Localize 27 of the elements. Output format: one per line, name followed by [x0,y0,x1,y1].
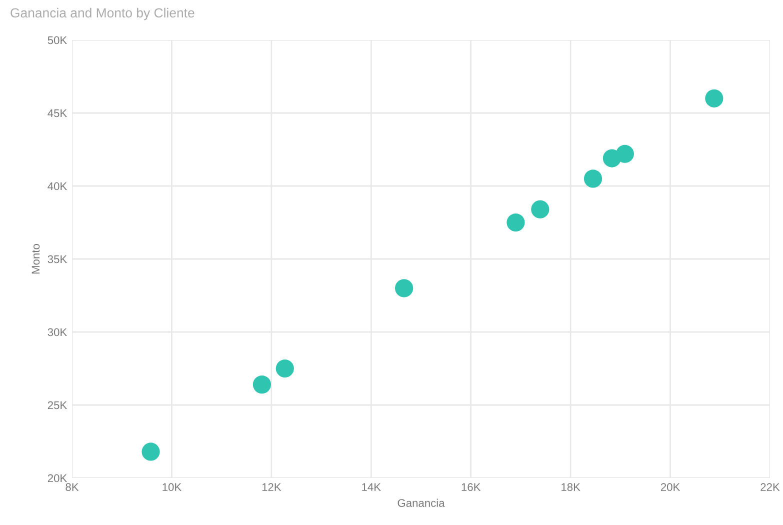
point [584,170,602,188]
y-tick-label: 45K [48,109,68,118]
chart-title: Ganancia and Monto by Cliente [10,8,194,20]
point [616,144,634,163]
x-tick-label: 14K [362,483,381,491]
y-tick-label: 30K [48,328,68,336]
y-tick-label: 40K [48,182,68,190]
point [276,359,294,378]
y-tick-label: 35K [48,255,68,264]
y-tick-label: 20K [48,474,68,482]
point [142,442,160,461]
point [531,200,550,218]
x-tick-label: 16K [462,483,481,492]
x-axis-title: Ganancia [398,498,445,507]
point [506,213,525,232]
y-tick-label: 25K [48,401,68,410]
point [252,376,272,394]
x-tick-label: 20K [660,483,680,492]
point [394,279,414,298]
x-tick-label: 8K [66,483,79,492]
x-tick-label: 12K [262,483,282,491]
y-axis-title: Monto [32,244,40,274]
x-tick-label: 18K [562,483,580,492]
x-tick-label: 10K [162,483,182,492]
y-tick-label: 50K [48,36,68,44]
point [705,89,724,108]
x-tick-label: 22K [760,483,780,491]
